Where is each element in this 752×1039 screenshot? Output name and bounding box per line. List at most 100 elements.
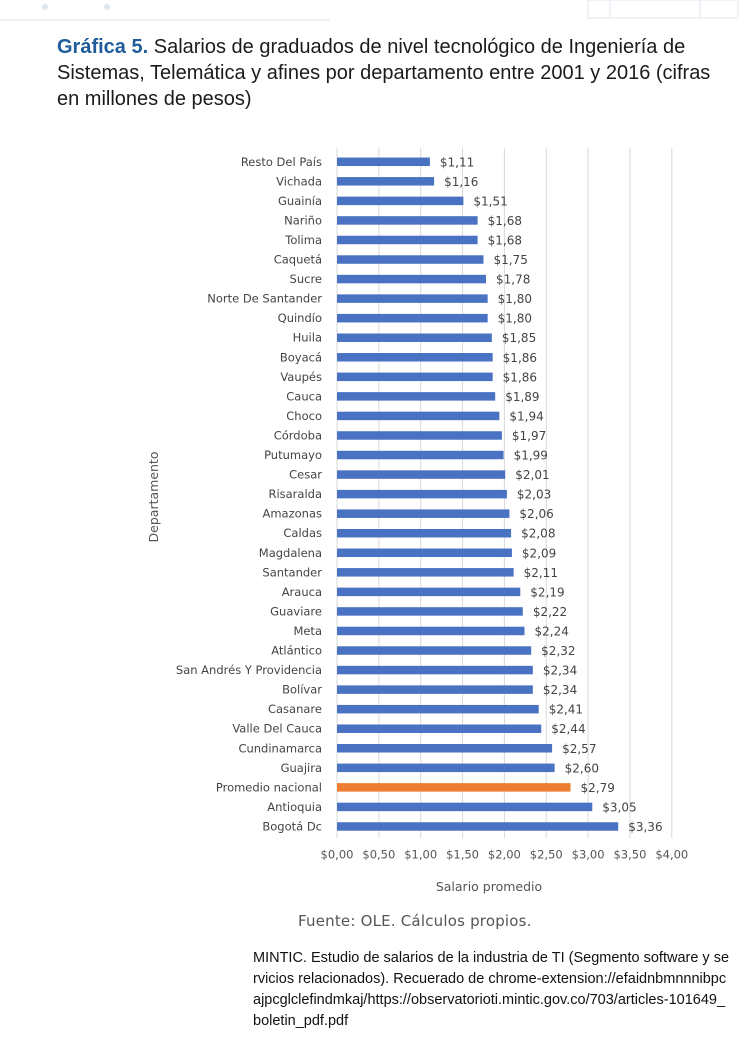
bar [337,509,509,518]
category-label: Arauca [282,585,322,599]
category-label: Guaviare [270,604,322,618]
bar [337,294,488,303]
bar [337,177,434,186]
decorative-header-lines [0,0,752,30]
category-label: Meta [293,624,322,638]
x-tick-label: $2,50 [530,847,563,861]
category-label: Sucre [290,272,322,286]
data-label: $1,51 [473,194,507,208]
x-tick-label: $1,00 [404,847,437,861]
data-label: $2,08 [521,527,555,541]
category-label: Vaupés [280,370,322,384]
data-label: $1,94 [509,409,543,423]
x-axis-label: Salario promedio [436,879,542,894]
data-label: $1,16 [444,175,478,189]
data-label: $2,34 [543,683,577,697]
data-label: $2,09 [522,546,556,560]
chart-source: Fuente: OLE. Cálculos propios. [298,912,532,930]
data-label: $2,60 [565,761,599,775]
data-label: $1,68 [488,214,522,228]
chart-title: Salarios de graduados de nivel tecnológi… [57,36,710,110]
category-label: Huila [293,331,322,345]
data-label: $2,03 [517,488,551,502]
bar [337,314,488,323]
bar [337,803,592,812]
category-label: Resto Del País [241,155,322,169]
data-label: $1,75 [493,253,527,267]
bar-highlight [337,783,571,792]
data-label: $1,97 [512,429,546,443]
data-label: $1,99 [514,449,548,463]
x-tick-label: $1,50 [446,847,479,861]
category-label: Antioquia [267,800,322,814]
category-label: Guajira [281,761,322,775]
bar-chart: Resto Del País Vichada Guainía Nariño Tolima… [0,140,752,900]
x-tick-label: $3,50 [613,847,646,861]
bar [337,607,523,616]
data-label: $2,41 [549,703,583,717]
category-label: Santander [262,565,322,579]
category-label: Risaralda [268,487,322,501]
bar [337,724,541,733]
category-label: Cauca [286,389,322,403]
bar [337,392,495,401]
data-label: $2,57 [562,742,596,756]
bar [337,451,504,460]
data-label: $2,11 [524,566,558,580]
category-label: Cundinamarca [238,741,322,755]
data-label: $3,36 [628,820,662,834]
data-label: $2,22 [533,605,567,619]
bar [337,158,430,167]
bar [337,764,555,773]
category-label: Norte De Santander [207,292,322,306]
x-tick-label: $0,50 [362,847,395,861]
bar [337,705,539,714]
data-label: $1,78 [496,273,530,287]
category-label: Amazonas [262,507,322,521]
bar [337,588,520,597]
data-label: $1,85 [502,331,536,345]
category-label: Bolívar [282,683,322,697]
data-label: $1,68 [488,233,522,247]
x-tick-labels: $0,00 $0,50 $1,00 $1,50 $2,00 $2,50 $3,00 $3,50… [321,847,689,861]
bar [337,353,493,362]
data-label: $2,32 [541,644,575,658]
bar [337,275,486,284]
category-labels: Resto Del País Vichada Guainía Nariño Tolima… [176,155,322,834]
bar [337,646,531,655]
category-label: Valle Del Cauca [232,722,322,736]
bar [337,255,483,264]
bar [337,470,505,479]
bar [337,529,511,538]
category-label: Caquetá [274,253,322,267]
figure-label: Gráfica 5. [57,36,148,58]
x-tick-label: $4,00 [655,847,688,861]
category-label: Putumayo [264,448,322,462]
bar [337,373,493,382]
bar [337,568,514,577]
data-label: $2,24 [534,624,568,638]
bar [337,627,524,636]
category-label: Guainía [278,194,322,208]
data-label: $1,80 [498,312,532,326]
bar [337,822,618,831]
category-label: Atlántico [271,644,322,658]
x-tick-label: $2,00 [488,847,521,861]
category-label: Tolima [284,233,322,247]
bar [337,685,533,694]
data-label: $2,79 [581,781,615,795]
bar [337,744,552,753]
bar [337,216,478,225]
category-label: Caldas [283,526,322,540]
data-label: $2,06 [519,507,553,521]
bar [337,549,512,558]
x-tick-label: $0,00 [321,847,354,861]
bar [337,236,478,245]
category-label: Magdalena [259,546,322,560]
bar [337,197,463,206]
category-label: Cesar [289,468,322,482]
data-label: $2,34 [543,664,577,678]
category-label: Bogotá Dc [262,819,322,833]
bar [337,666,533,675]
x-tick-label: $3,00 [572,847,605,861]
